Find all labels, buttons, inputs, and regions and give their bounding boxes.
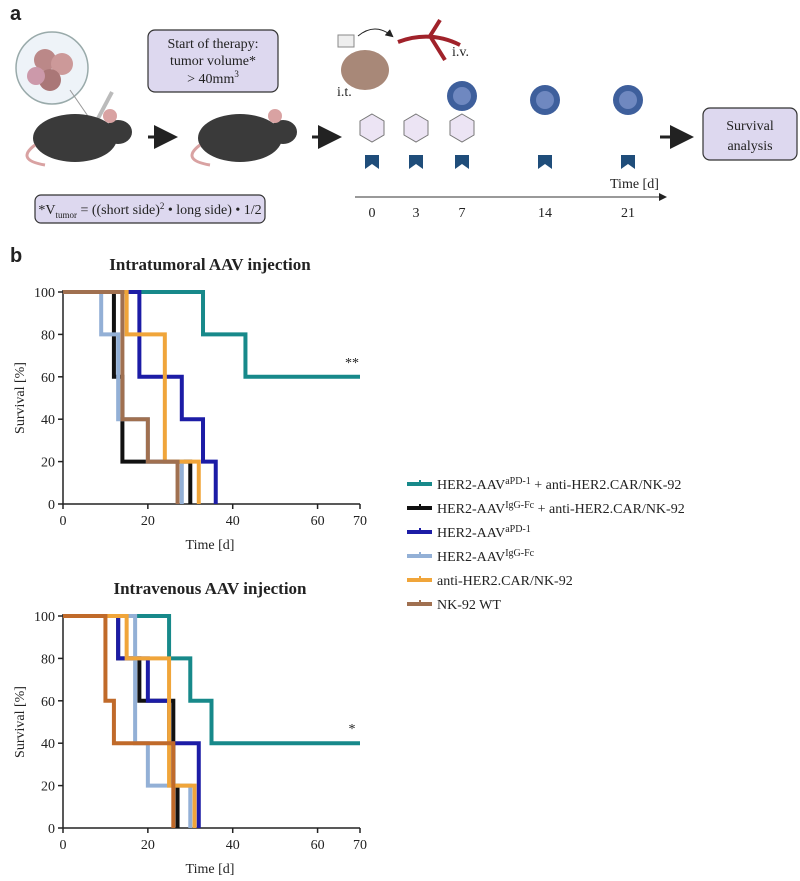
y-tick-label: 20: [41, 456, 55, 471]
formula-part: *V: [38, 203, 55, 218]
legend-entry: HER2-AAVaPD-1 + anti-HER2.CAR/NK-92: [437, 476, 681, 493]
y-tick-label: 0: [48, 498, 55, 513]
legend-name: HER2-AAV: [437, 502, 505, 517]
y-axis-label: Survival [%]: [13, 362, 28, 434]
dose-marker: [409, 155, 423, 169]
dose-marker: [621, 155, 635, 169]
survival-curve: [63, 290, 180, 504]
y-tick-label: 60: [41, 371, 55, 386]
legend-name: HER2-AAV: [437, 526, 505, 541]
legend-rest: + anti-HER2.CAR/NK-92: [531, 478, 682, 493]
x-tick-label: 60: [311, 838, 325, 853]
chart-title: Intratumoral AAV injection: [109, 255, 311, 274]
x-tick-label: 0: [60, 838, 67, 853]
dose-marker: [538, 155, 552, 169]
route-icons: [337, 18, 461, 90]
survival-curve: [63, 290, 218, 504]
x-axis-label: Time [d]: [186, 538, 235, 553]
legend-name: anti-HER2.CAR/NK-92: [437, 574, 573, 589]
legend-name: NK-92 WT: [437, 598, 501, 613]
survival-curve: [63, 614, 180, 828]
x-axis-label: Time [d]: [186, 862, 235, 877]
timeline-day: 0: [369, 206, 376, 221]
x-tick-label: 70: [353, 514, 367, 529]
survival-curve: [63, 614, 360, 746]
x-tick-label: 0: [60, 514, 67, 529]
outcome-text: analysis: [727, 139, 772, 154]
timeline-label: Time [d]: [610, 177, 659, 192]
chart-title: Intravenous AAV injection: [113, 579, 307, 598]
superscript: 3: [234, 69, 239, 79]
nk-nucleus: [619, 91, 637, 109]
y-tick-label: 40: [41, 413, 55, 428]
route-label: i.t.: [337, 85, 352, 100]
timeline-day: 7: [459, 206, 466, 221]
timeline-day: 3: [413, 206, 420, 221]
legend-superscript: IgG-Fc: [505, 548, 534, 559]
legend-superscript: aPD-1: [505, 524, 531, 535]
significance: **: [345, 356, 359, 371]
legend-superscript: aPD-1: [505, 476, 531, 487]
survival-curve: [63, 614, 176, 828]
x-tick-label: 70: [353, 838, 367, 853]
formula-part: = ((short side): [77, 203, 160, 218]
y-tick-label: 20: [41, 780, 55, 795]
survival-curve: [63, 614, 201, 828]
legend-entry: HER2-AAVaPD-1: [437, 524, 531, 541]
timeline-day: 21: [621, 206, 635, 221]
x-tick-label: 20: [141, 838, 155, 853]
survival-curve: [63, 290, 201, 504]
outcome-text: Survival: [726, 119, 774, 134]
timeline-day: 14: [538, 206, 552, 221]
legend-entry: NK-92 WT: [437, 598, 501, 613]
aav-vial: [449, 113, 475, 143]
nk-nucleus: [536, 91, 554, 109]
formula-part: tumor: [55, 210, 77, 220]
dose-marker: [455, 155, 469, 169]
formula-part: 2: [160, 201, 165, 211]
route-label: i.v.: [452, 45, 469, 60]
y-tick-label: 60: [41, 695, 55, 710]
survival-curve: [63, 614, 197, 828]
y-tick-label: 40: [41, 737, 55, 752]
legend-rest: + anti-HER2.CAR/NK-92: [534, 502, 685, 517]
legend-entry: HER2-AAVIgG-Fc: [437, 548, 535, 565]
therapy-text: tumor volume*: [170, 54, 256, 69]
therapy-text: Start of therapy:: [168, 37, 259, 52]
x-tick-label: 40: [226, 838, 240, 853]
formula-part: • long side) • 1/2: [164, 203, 261, 218]
therapy-text: > 40mm3: [187, 69, 239, 87]
legend-name: HER2-AAV: [437, 478, 505, 493]
y-tick-label: 0: [48, 822, 55, 837]
y-tick-label: 80: [41, 652, 55, 667]
legend-entry: anti-HER2.CAR/NK-92: [437, 574, 573, 589]
mouse: [25, 109, 132, 167]
formula: *Vtumor = ((short side)2 • long side) • …: [38, 201, 261, 220]
therapy-text: > 40mm: [187, 72, 234, 87]
survival-curve: [63, 290, 360, 379]
legend-superscript: IgG-Fc: [505, 500, 534, 511]
x-tick-label: 40: [226, 514, 240, 529]
mouse: [190, 109, 297, 167]
nk-nucleus: [453, 87, 471, 105]
panel-label: a: [10, 3, 22, 25]
x-tick-label: 20: [141, 514, 155, 529]
y-tick-label: 80: [41, 328, 55, 343]
therapy-box: [147, 29, 279, 93]
legend-entry: HER2-AAVIgG-Fc + anti-HER2.CAR/NK-92: [437, 500, 685, 517]
y-axis-label: Survival [%]: [13, 686, 28, 758]
tumor-inset: [15, 31, 114, 127]
significance: *: [349, 722, 356, 737]
y-tick-label: 100: [34, 610, 55, 625]
y-tick-label: 100: [34, 286, 55, 301]
formula-box: [34, 194, 266, 224]
outcome-box: [702, 107, 798, 161]
legend-name: HER2-AAV: [437, 550, 505, 565]
x-tick-label: 60: [311, 514, 325, 529]
aav-vial: [359, 113, 385, 143]
aav-vial: [403, 113, 429, 143]
panel-label: b: [10, 245, 22, 267]
dose-marker: [365, 155, 379, 169]
